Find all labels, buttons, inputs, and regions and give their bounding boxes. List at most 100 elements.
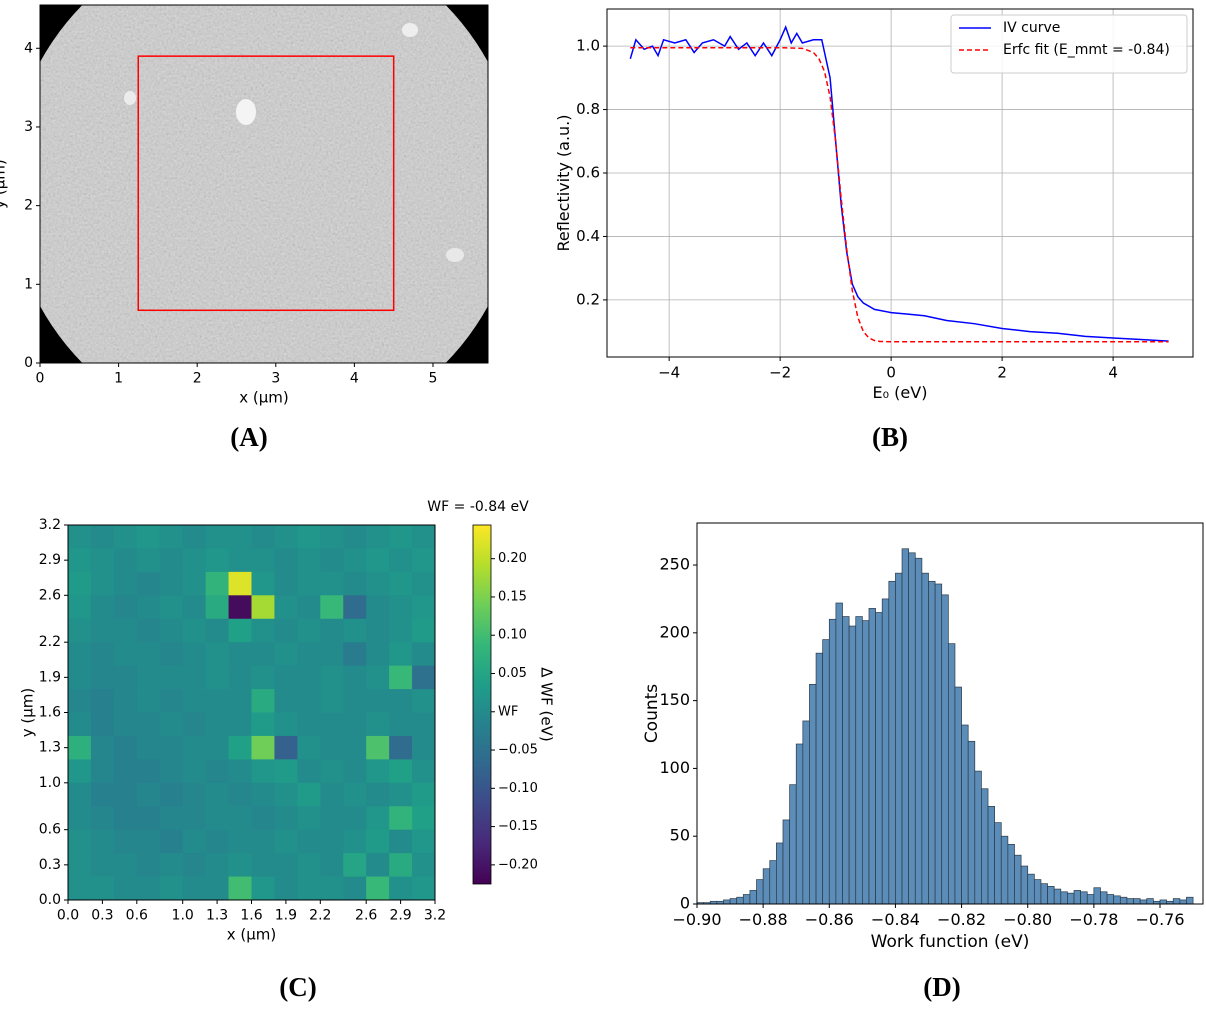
heatmap-cell [343,876,367,901]
heatmap-cell [228,595,252,620]
heatmap-cell [113,876,138,901]
heatmap-cell [412,618,436,643]
histogram-bar [1080,891,1088,904]
image-particle [446,248,464,262]
heatmap-cell [68,525,92,549]
y-tick-label: 4 [24,40,33,56]
heatmap-cell [205,876,229,901]
heatmap-cell [343,618,367,643]
x-axis-label: x (µm) [227,926,277,944]
heatmap-cell [113,759,138,784]
heatmap-cell [182,876,207,901]
heatmap-cell [412,759,436,784]
histogram-bar [1159,899,1167,904]
heatmap-cell [412,829,436,854]
heatmap-cell [228,876,252,901]
y-tick-label: 100 [659,758,690,777]
heatmap-cell [297,665,321,690]
heatmap-cell [90,853,115,877]
heatmap-cell [389,853,413,877]
heatmap-cell [297,782,321,807]
heatmap-cell [113,665,138,690]
heatmap-cell [366,782,390,807]
heatmap-cell [113,571,138,596]
heatmap-cell [343,782,367,807]
heatmap-cell [90,735,115,760]
histogram-bar [1186,896,1194,904]
heatmap-cell [68,689,92,713]
legend-label: IV curve [1003,20,1060,36]
x-tick-label: 1 [114,370,123,386]
heatmap-cell [68,829,92,854]
heatmap-cell [251,853,275,877]
x-tick-label: −0.82 [937,910,986,929]
heatmap-cell [343,665,367,690]
heatmap-cell [228,525,252,549]
heatmap-cells [68,525,436,901]
panel-label: (C) [279,972,316,1002]
legend-label: Erfc fit (E_mmt = -0.84) [1003,42,1170,58]
x-tick-label: 2.9 [389,907,411,923]
heatmap-cell [297,853,321,877]
heatmap-cell [366,665,390,690]
x-tick-label: −0.90 [672,910,721,929]
heatmap-cell [297,735,321,760]
heatmap-cell [343,806,367,831]
heatmap-cell [366,548,390,573]
heatmap-cell [159,806,184,831]
y-tick-label: 2.9 [39,552,61,568]
heatmap-cell [182,782,207,807]
heatmap-cell [205,806,229,831]
x-tick-label: 2.6 [355,907,377,923]
histogram-bar [723,899,731,904]
panel: −4 −2 0 2 4 0.2 0.4 0.6 0.8 1.0 E₀ (eV) Reflectivit… [554,8,1194,452]
heatmap-cell [182,759,207,784]
y-tick-label: 150 [659,690,690,709]
heatmap-cell [113,689,138,713]
heatmap-cell [343,689,367,713]
heatmap-cell [389,618,413,643]
y-tick-label: 0.6 [39,822,61,838]
histogram-bar [901,548,910,904]
heatmap-cell [90,525,115,549]
heatmap-cell [182,712,207,737]
histogram-bar [1172,898,1181,904]
heatmap-cell [90,712,115,737]
histogram-bar [981,788,989,904]
heatmap-cell [320,782,344,807]
heatmap-cell [205,665,229,690]
heatmap-cell [159,548,184,573]
heatmap-cell [136,642,161,667]
plot-frame [696,522,1204,905]
x-tick-label: 0 [36,370,45,386]
heatmap-cell [205,642,229,667]
y-axis-label: y (µm) [0,159,8,209]
heatmap-cell [343,642,367,667]
heatmap-cell [320,618,344,643]
heatmap-cell [389,689,413,713]
heatmap-cell [297,829,321,854]
heatmap-cell [366,595,390,620]
heatmap-cell [90,806,115,831]
heatmap-cell [113,853,138,877]
heatmap-cell [159,829,184,854]
heatmap-cell [68,595,92,620]
heatmap-cell [90,759,115,784]
y-tick-label: 200 [659,622,690,641]
x-tick-label: −4 [658,364,680,382]
heatmap-cell [228,642,252,667]
heatmap-cell [251,806,275,831]
panel: 0.0 0.3 0.6 1.0 1.3 1.6 1.9 2.2 2.6 2.9 3.2 0.0 0.3 0… [18,499,555,1002]
histogram-bar [1033,879,1042,904]
heatmap-cell [159,782,184,807]
y-tick-label: 0 [680,894,690,913]
heatmap-cell [113,782,138,807]
colorbar-tick-label: −0.15 [498,819,538,834]
heatmap-cell [90,595,115,620]
histogram-bar [1113,895,1121,904]
heatmap-cell [274,735,298,760]
histogram-bar [921,572,929,904]
histogram-bar [868,608,876,904]
histogram-bar [835,602,843,904]
heatmap-cell [251,525,275,549]
